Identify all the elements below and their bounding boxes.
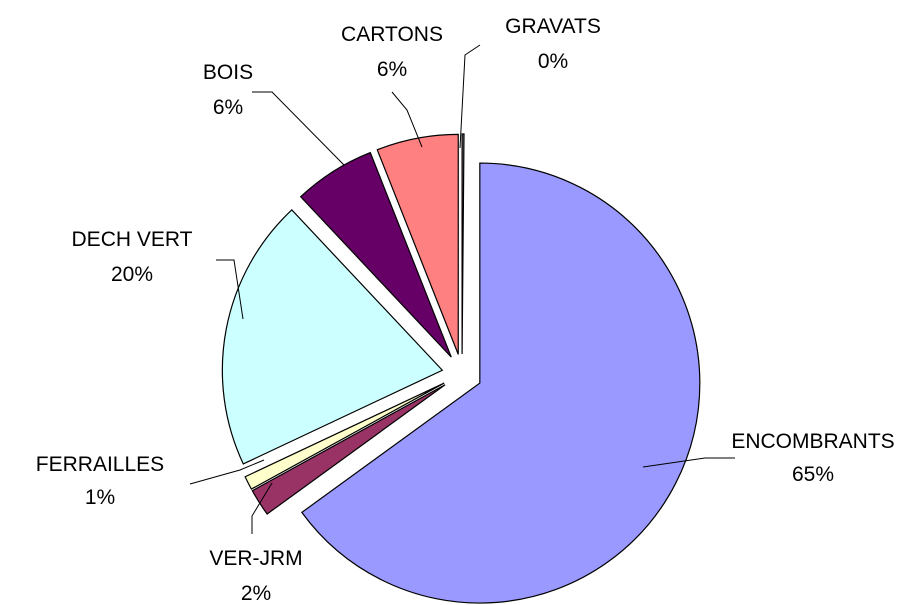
slice-percent-label: 6% [213, 96, 243, 119]
slice-name-label: DECH VERT [72, 228, 193, 251]
leader-line [216, 259, 244, 320]
slice-percent-label: 1% [85, 486, 115, 509]
slice-percent-label: 0% [538, 50, 568, 73]
slice-name-label: CARTONS [341, 23, 443, 46]
leader-line [391, 91, 423, 148]
leader-line [642, 457, 735, 468]
leader-line [252, 91, 345, 166]
slice-name-label: ENCOMBRANTS [731, 430, 894, 453]
pie-slice-cartons [376, 133, 459, 355]
pie-slice-dech-vert [221, 209, 444, 465]
slice-percent-label: 2% [241, 582, 271, 605]
slice-name-label: BOIS [203, 61, 253, 84]
slice-percent-label: 20% [111, 263, 153, 286]
slice-labels: ENCOMBRANTS 65% VER-JRM 2% FERRAILLES 1% DECH … [36, 15, 895, 605]
slice-percent-label: 65% [792, 463, 834, 486]
pie-slice-bois [299, 151, 452, 358]
pie-slice-ver-jrm [251, 384, 446, 515]
slice-name-label: GRAVATS [505, 15, 601, 38]
pie-slice-gravats [461, 133, 465, 355]
slice-name-label: VER-JRM [209, 547, 302, 570]
slice-percent-label: 6% [377, 58, 407, 81]
pie-slice-encombrants [301, 162, 701, 604]
leader-line [459, 44, 481, 149]
pie-slices [221, 133, 701, 604]
leader-line [251, 482, 273, 534]
leader-lines [189, 44, 735, 534]
pie-slice-ferrailles [244, 382, 445, 490]
slice-name-label: FERRAILLES [36, 453, 164, 476]
leader-line [189, 459, 265, 485]
